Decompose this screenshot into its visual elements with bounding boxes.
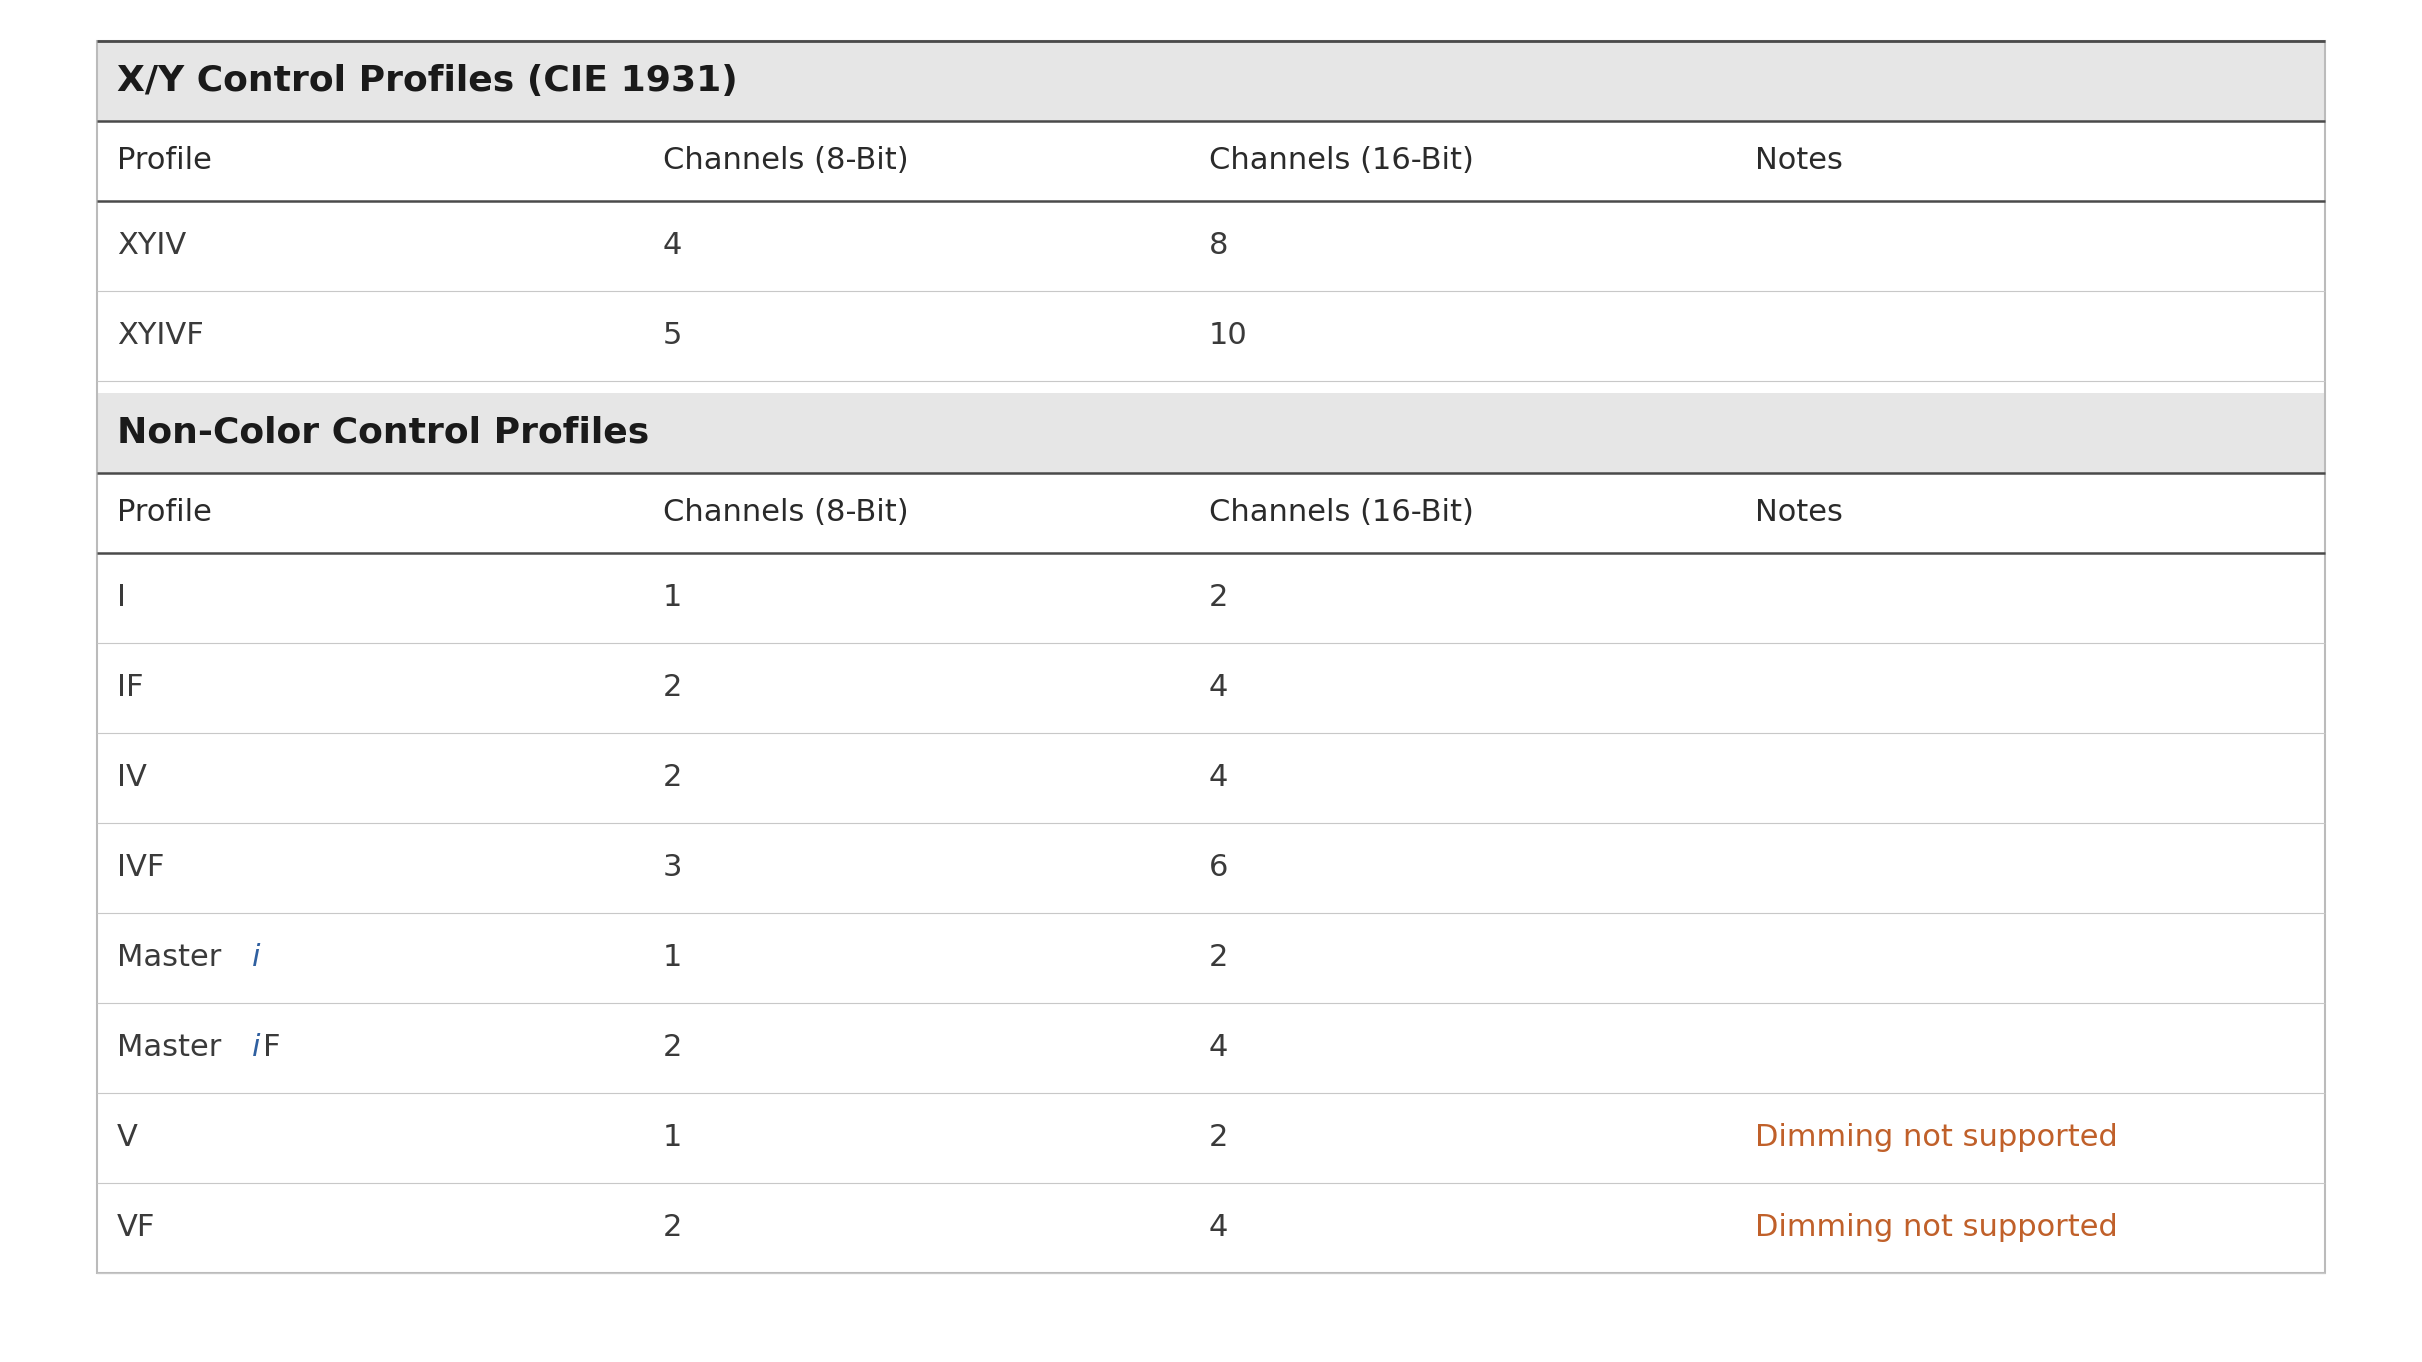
Text: 8: 8 <box>1209 232 1228 260</box>
Bar <box>97 41 2325 121</box>
Text: Channels (8-Bit): Channels (8-Bit) <box>664 498 908 527</box>
Bar <box>97 733 2325 823</box>
Text: 4: 4 <box>1209 1034 1228 1062</box>
Text: 1: 1 <box>664 583 683 613</box>
Text: 1: 1 <box>664 944 683 972</box>
Text: Notes: Notes <box>1754 146 1843 176</box>
Text: XYIVF: XYIVF <box>116 321 203 350</box>
Text: i: i <box>252 944 259 972</box>
Text: X/Y Control Profiles (CIE 1931): X/Y Control Profiles (CIE 1931) <box>116 64 739 98</box>
Text: IVF: IVF <box>116 854 165 883</box>
Bar <box>97 392 2325 473</box>
Text: Master: Master <box>116 944 220 972</box>
Text: i: i <box>252 1034 259 1062</box>
Text: 4: 4 <box>664 232 683 260</box>
Text: V: V <box>116 1124 138 1152</box>
Bar <box>97 200 2325 291</box>
Text: IV: IV <box>116 763 148 793</box>
Text: I: I <box>116 583 126 613</box>
Text: Channels (8-Bit): Channels (8-Bit) <box>664 146 908 176</box>
Text: 2: 2 <box>1209 1124 1228 1152</box>
Text: 1: 1 <box>664 1124 683 1152</box>
Text: 2: 2 <box>664 763 683 793</box>
Text: 3: 3 <box>664 854 683 883</box>
Bar <box>97 1002 2325 1092</box>
Text: Dimming not supported: Dimming not supported <box>1754 1124 2117 1152</box>
Text: 2: 2 <box>664 1034 683 1062</box>
Bar <box>97 1182 2325 1273</box>
Text: 5: 5 <box>664 321 683 350</box>
Text: Profile: Profile <box>116 146 211 176</box>
Text: 4: 4 <box>1209 673 1228 703</box>
Bar <box>97 823 2325 913</box>
Text: XYIV: XYIV <box>116 232 186 260</box>
Bar <box>97 553 2325 643</box>
Bar <box>97 643 2325 733</box>
Bar <box>97 1092 2325 1182</box>
Text: 6: 6 <box>1209 854 1228 883</box>
Bar <box>97 913 2325 1002</box>
Text: 2: 2 <box>1209 944 1228 972</box>
Text: 10: 10 <box>1209 321 1247 350</box>
Text: 4: 4 <box>1209 1214 1228 1242</box>
Bar <box>97 121 2325 200</box>
Text: Dimming not supported: Dimming not supported <box>1754 1214 2117 1242</box>
Text: Notes: Notes <box>1754 498 1843 527</box>
Text: F: F <box>262 1034 281 1062</box>
Text: 2: 2 <box>664 1214 683 1242</box>
Text: IF: IF <box>116 673 143 703</box>
Text: Non-Color Control Profiles: Non-Color Control Profiles <box>116 415 649 449</box>
Text: 2: 2 <box>664 673 683 703</box>
Text: Channels (16-Bit): Channels (16-Bit) <box>1209 498 1473 527</box>
Text: Master: Master <box>116 1034 220 1062</box>
Text: 2: 2 <box>1209 583 1228 613</box>
Text: 4: 4 <box>1209 763 1228 793</box>
Text: Profile: Profile <box>116 498 211 527</box>
Text: VF: VF <box>116 1214 155 1242</box>
Text: Channels (16-Bit): Channels (16-Bit) <box>1209 146 1473 176</box>
Bar <box>97 291 2325 381</box>
Bar <box>97 473 2325 553</box>
